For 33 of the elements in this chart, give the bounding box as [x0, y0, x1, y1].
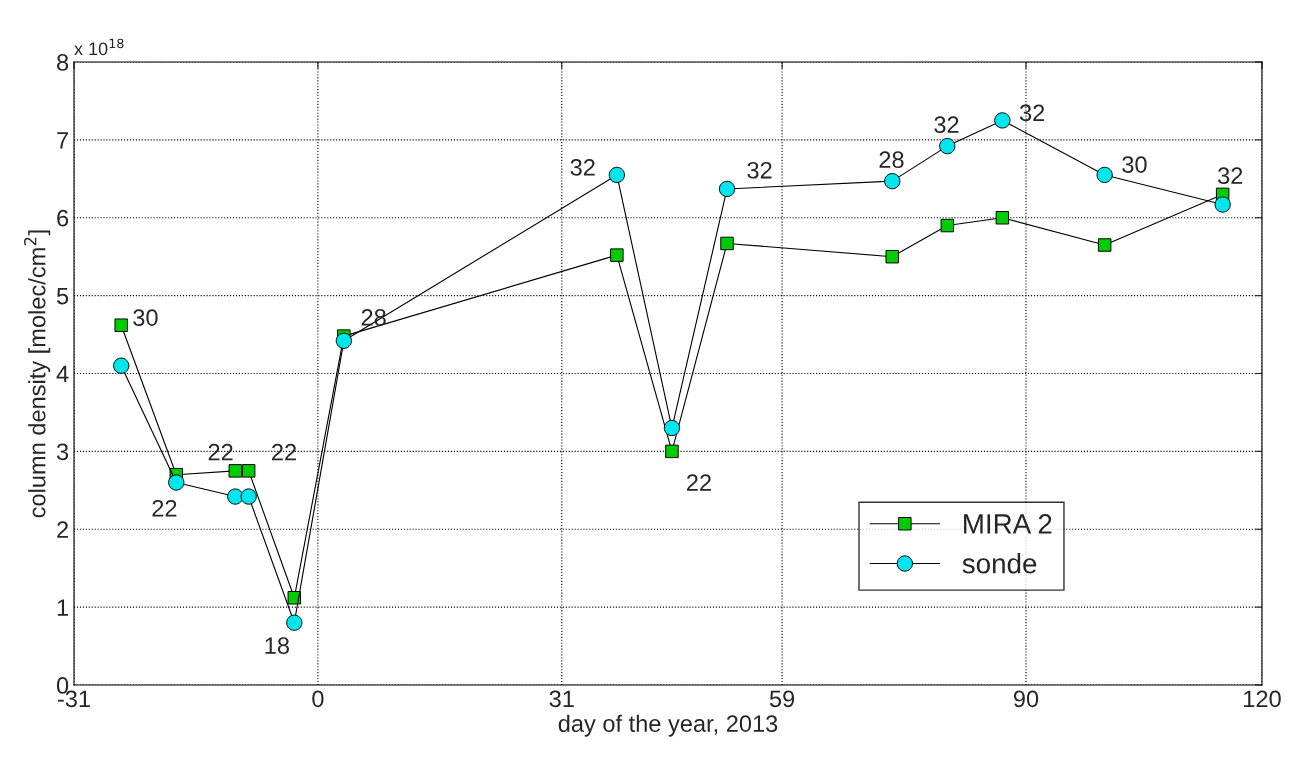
x-tick-label: 120 — [1244, 690, 1281, 708]
annotation: 32 — [1019, 104, 1045, 122]
x-tick-label: 90 — [1013, 690, 1039, 708]
text: x 10$^{18}$ — [74, 38, 124, 56]
annotation: 30 — [1122, 156, 1147, 173]
y-tick-label: 1 — [57, 599, 68, 616]
annotation: 32 — [934, 116, 959, 133]
annotation: 28 — [361, 309, 386, 326]
y-axis-title: column density [molec/cm$^{2}$] — [24, 230, 51, 518]
annotation: 28 — [879, 151, 904, 169]
annotation: 32 — [1218, 167, 1243, 185]
annotation: 22 — [208, 443, 233, 461]
annotation: 18 — [265, 637, 289, 655]
point — [940, 218, 955, 233]
y-tick-label: 3 — [56, 443, 69, 461]
annotation: 22 — [687, 474, 711, 491]
x-tick-label: 0 — [312, 690, 324, 708]
annotation: 22 — [152, 499, 177, 517]
x-tick-label: 31 — [549, 690, 574, 708]
y-tick-label: 4 — [56, 365, 69, 383]
y-tick-label: 6 — [57, 209, 69, 227]
annotation: 22 — [272, 443, 296, 461]
y-tick-label: 7 — [57, 132, 68, 149]
y-tick-label: 2 — [57, 521, 68, 538]
y-tick-label: 5 — [56, 287, 69, 305]
annotation: 30 — [133, 309, 158, 326]
legend-label: MIRA 2 — [964, 514, 1052, 534]
annotation: 32 — [747, 161, 772, 179]
legend-label: sonde — [962, 553, 1037, 574]
y-tick-label: 8 — [57, 54, 69, 71]
x-axis-title: day of the year, 2013 — [558, 714, 778, 737]
x-tick-label: 59 — [769, 690, 795, 708]
annotation: 32 — [570, 158, 595, 176]
